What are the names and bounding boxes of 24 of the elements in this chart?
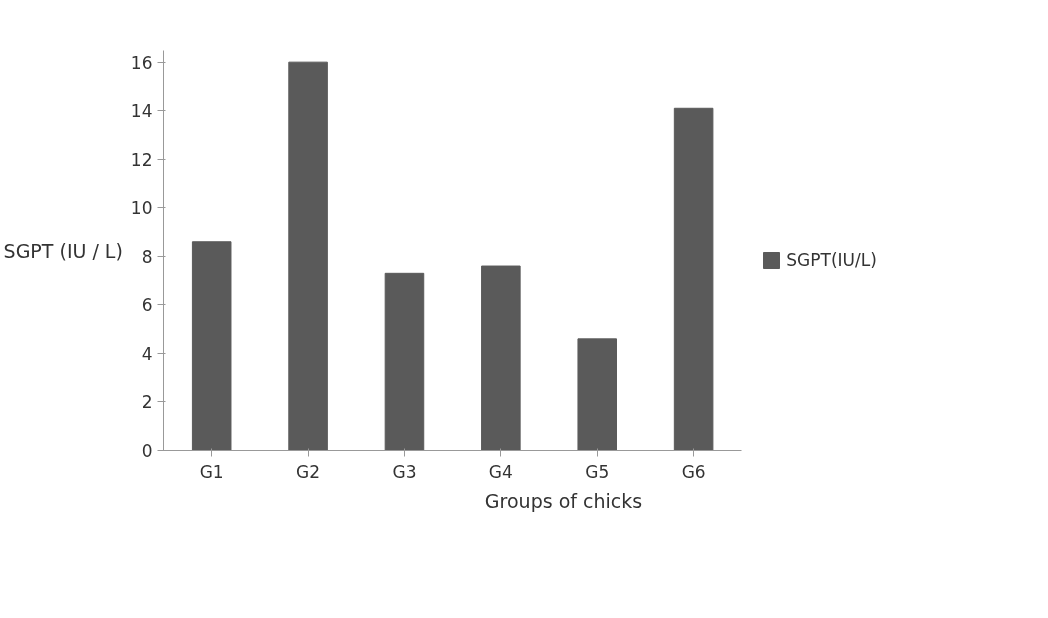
y-tick-label: 10 [130, 198, 153, 219]
y-tick-label: 16 [130, 52, 153, 73]
y-tick-label: 12 [130, 149, 153, 170]
bar [481, 265, 521, 451]
x-axis-title: Groups of chicks [484, 489, 643, 512]
y-tick-label: 0 [141, 441, 153, 461]
y-axis-title: SGPT (IU / L) [3, 239, 123, 262]
bar [191, 241, 232, 451]
bar [577, 338, 618, 451]
bar [673, 107, 714, 451]
x-tick-label: G6 [681, 461, 706, 482]
y-tick-label: 8 [141, 246, 153, 267]
y-tick-label: 14 [130, 101, 153, 122]
y-tick-label: 6 [141, 295, 153, 316]
bar [288, 61, 328, 451]
y-tick-label: 2 [141, 392, 153, 413]
y-tick-label: 4 [141, 343, 153, 364]
legend-label: SGPT(IU/L) [786, 250, 877, 270]
x-tick-label: G2 [296, 461, 321, 482]
x-tick-label: G1 [199, 461, 224, 482]
bar [384, 272, 425, 451]
x-tick-label: G5 [585, 461, 610, 482]
x-tick-label: G3 [392, 461, 417, 482]
x-tick-label: G4 [488, 461, 513, 482]
